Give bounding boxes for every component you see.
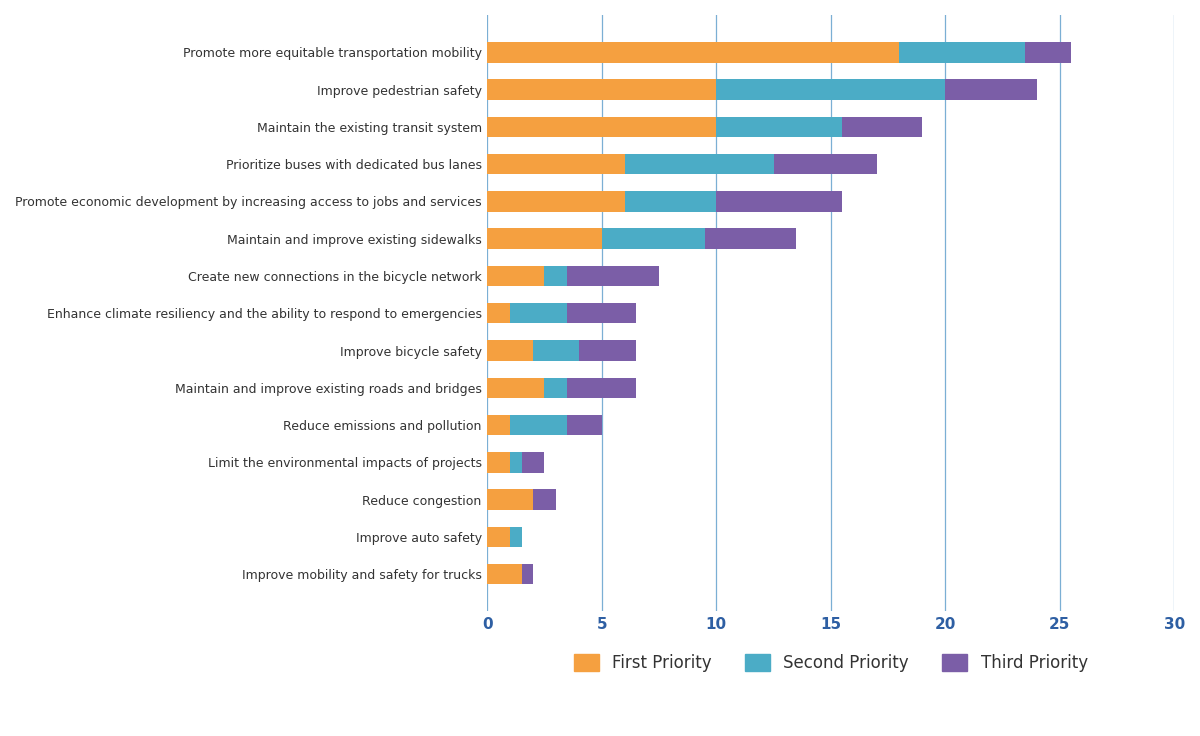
Bar	[487, 303, 510, 324]
Bar	[716, 79, 946, 100]
Bar	[487, 191, 625, 212]
Bar	[568, 303, 636, 324]
Bar	[716, 116, 842, 137]
Bar	[487, 42, 900, 63]
Bar	[487, 266, 545, 286]
Bar	[522, 452, 545, 473]
Bar	[510, 452, 522, 473]
Bar	[510, 303, 568, 324]
Bar	[704, 228, 797, 249]
Bar	[487, 452, 510, 473]
Bar	[487, 228, 601, 249]
Bar	[716, 191, 842, 212]
Bar	[487, 154, 625, 174]
Bar	[522, 564, 533, 584]
Legend: First Priority, Second Priority, Third Priority: First Priority, Second Priority, Third P…	[565, 646, 1096, 681]
Bar	[545, 378, 568, 398]
Bar	[510, 415, 568, 435]
Bar	[487, 415, 510, 435]
Bar	[487, 527, 510, 547]
Bar	[946, 79, 1037, 100]
Bar	[568, 266, 659, 286]
Bar	[487, 340, 533, 361]
Bar	[568, 378, 636, 398]
Bar	[578, 340, 636, 361]
Bar	[900, 42, 1026, 63]
Bar	[533, 489, 556, 510]
Bar	[533, 340, 578, 361]
Bar	[625, 191, 716, 212]
Bar	[487, 489, 533, 510]
Bar	[487, 564, 522, 584]
Bar	[487, 116, 716, 137]
Bar	[510, 527, 522, 547]
Bar	[842, 116, 923, 137]
Bar	[774, 154, 876, 174]
Bar	[568, 415, 601, 435]
Bar	[487, 79, 716, 100]
Bar	[601, 228, 704, 249]
Bar	[625, 154, 774, 174]
Bar	[487, 378, 545, 398]
Bar	[545, 266, 568, 286]
Bar	[1026, 42, 1072, 63]
